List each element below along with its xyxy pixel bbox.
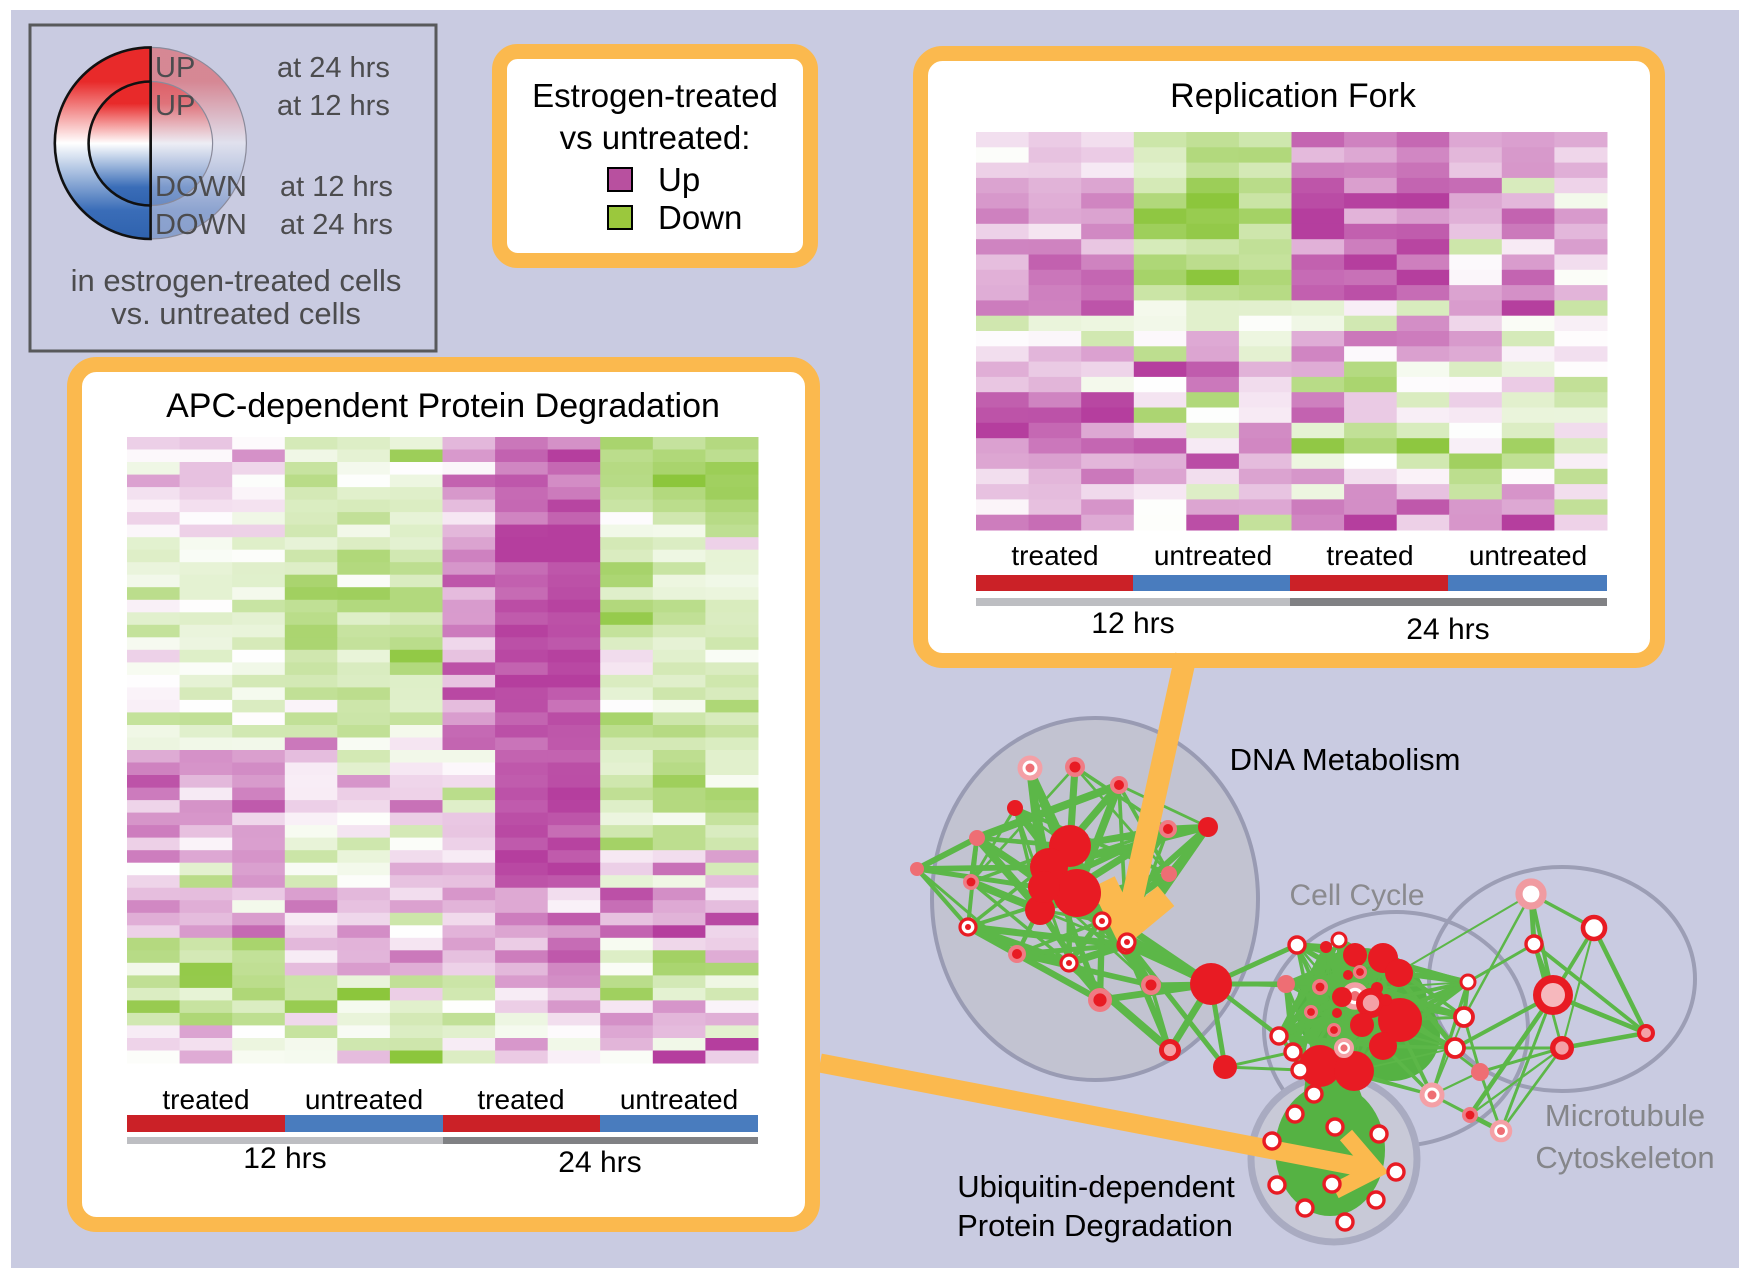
svg-text:treated: treated	[162, 1084, 249, 1115]
svg-text:treated: treated	[477, 1084, 564, 1115]
svg-text:Cytoskeleton: Cytoskeleton	[1535, 1140, 1714, 1175]
svg-text:treated: treated	[1326, 540, 1413, 571]
svg-text:24 hrs: 24 hrs	[1406, 613, 1489, 646]
svg-text:vs. untreated cells: vs. untreated cells	[111, 296, 361, 331]
svg-text:Replication Fork: Replication Fork	[1170, 77, 1417, 115]
svg-text:Microtubule: Microtubule	[1545, 1098, 1705, 1133]
svg-text:vs untreated:: vs untreated:	[560, 119, 751, 156]
svg-text:12 hrs: 12 hrs	[243, 1142, 326, 1175]
svg-text:12 hrs: 12 hrs	[1091, 607, 1174, 640]
svg-text:UP: UP	[155, 52, 195, 84]
svg-text:untreated: untreated	[1469, 540, 1587, 571]
svg-text:at 12 hrs: at 12 hrs	[280, 171, 393, 203]
svg-text:in estrogen-treated cells: in estrogen-treated cells	[71, 263, 402, 298]
svg-text:at 24 hrs: at 24 hrs	[280, 209, 393, 241]
svg-text:UP: UP	[155, 90, 195, 122]
svg-text:Protein Degradation: Protein Degradation	[957, 1208, 1233, 1243]
svg-text:DNA Metabolism: DNA Metabolism	[1230, 742, 1461, 777]
svg-text:at 24 hrs: at 24 hrs	[277, 52, 390, 84]
svg-text:treated: treated	[1011, 540, 1098, 571]
svg-text:APC-dependent Protein Degradat: APC-dependent Protein Degradation	[166, 387, 720, 425]
svg-text:untreated: untreated	[1154, 540, 1272, 571]
svg-text:Ubiquitin-dependent: Ubiquitin-dependent	[957, 1169, 1235, 1204]
svg-text:untreated: untreated	[620, 1084, 738, 1115]
svg-text:Estrogen-treated: Estrogen-treated	[532, 77, 778, 114]
svg-text:Cell Cycle: Cell Cycle	[1289, 879, 1424, 912]
svg-text:at 12 hrs: at 12 hrs	[277, 90, 390, 122]
svg-text:Down: Down	[658, 199, 742, 236]
svg-text:DOWN: DOWN	[155, 171, 247, 203]
svg-text:24 hrs: 24 hrs	[558, 1146, 641, 1179]
svg-text:DOWN: DOWN	[155, 209, 247, 241]
svg-text:Up: Up	[658, 161, 700, 198]
svg-text:untreated: untreated	[305, 1084, 423, 1115]
